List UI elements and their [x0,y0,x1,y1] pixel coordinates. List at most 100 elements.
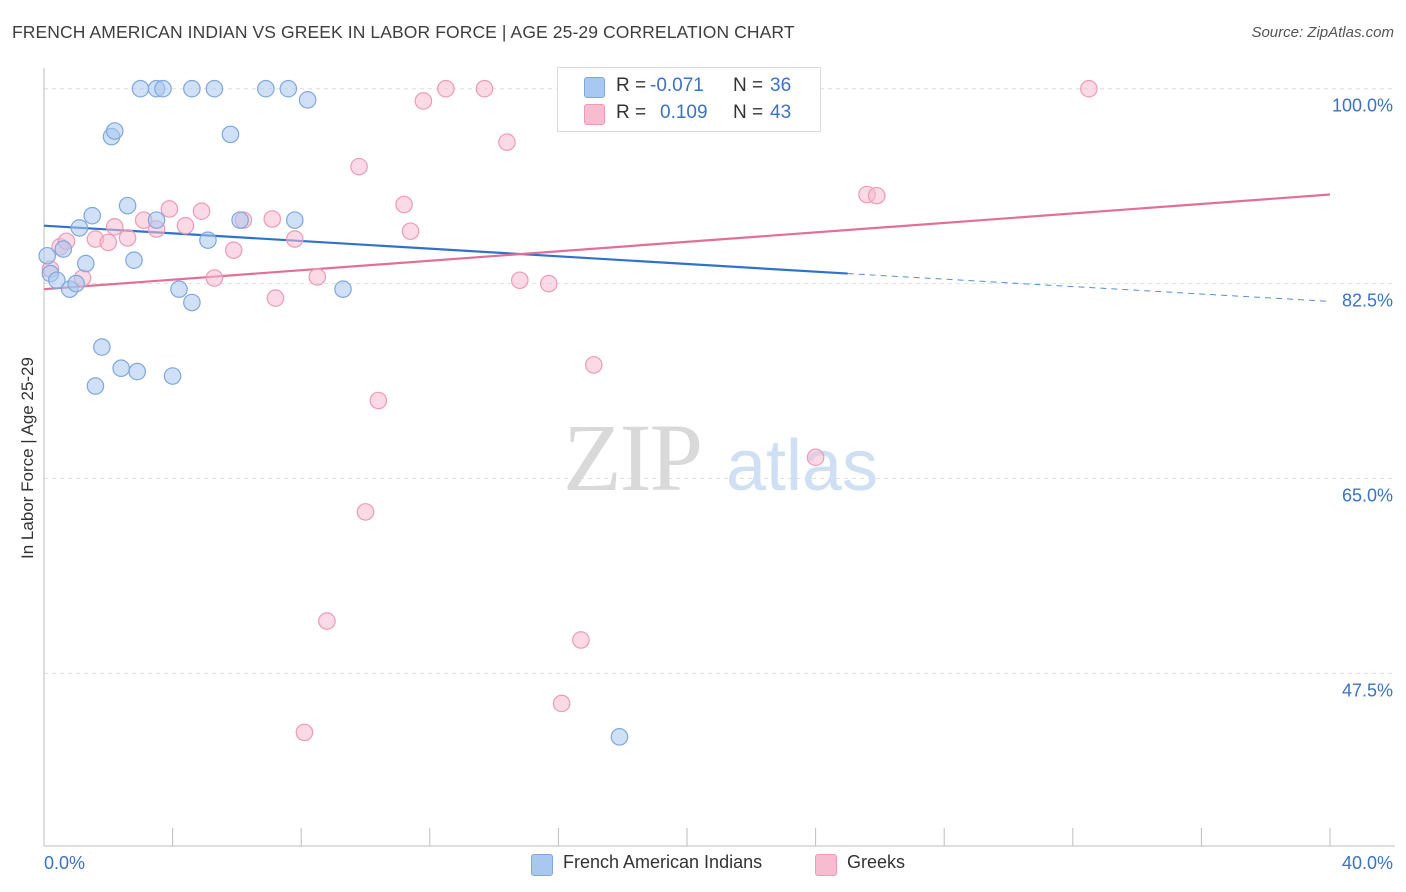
data-point-pink [401,222,420,241]
data-point-pink [266,289,285,307]
data-point-pink [867,186,886,205]
data-point-pink [176,216,195,235]
data-point-pink [1080,79,1098,98]
data-point-blue [83,206,102,225]
legend-r-label: R = [616,102,647,123]
data-point-blue [86,377,105,395]
legend-r-label: R = [616,75,647,96]
y-tick-label: 47.5% [1342,680,1393,700]
data-point-blue [221,125,240,144]
data-point-blue [147,211,166,229]
data-point-blue [183,293,201,312]
data-point-blue [76,254,95,273]
bottom-legend-label: French American Indians [563,852,763,872]
y-axis-label: In Labor Force | Age 25-29 [18,357,37,559]
data-point-pink [192,202,211,221]
data-point-blue [170,280,188,298]
legend-r-value: -0.071 [650,75,704,96]
data-point-blue [231,211,249,229]
data-points [38,79,1098,746]
data-point-pink [584,356,603,374]
data-point-pink [395,195,413,214]
x-tick-label: 40.0% [1342,853,1393,873]
legend-swatch-blue [584,77,605,98]
trend-line-pink [43,193,1331,291]
trend-lines [43,193,1331,302]
data-point-blue [205,79,224,98]
data-point-pink [511,271,529,290]
source-label: Source: ZipAtlas.com [1251,24,1394,41]
data-point-blue [285,211,304,229]
legend-n-value: 36 [770,75,792,96]
data-point-pink [369,391,388,410]
trend-line-extension-blue [847,273,1331,302]
correlation-legend: R = -0.071 N = 36 R = 0.109 N = 43 [557,67,821,132]
data-point-pink [105,218,124,236]
data-point-blue [70,219,89,237]
trend-line-blue [43,224,848,275]
data-point-blue [112,359,130,378]
chart-title: FRENCH AMERICAN INDIAN VS GREEK IN LABOR… [12,22,795,42]
data-point-blue [93,338,111,356]
gridlines [44,88,1395,674]
watermark-atlas: atlas [726,426,878,506]
data-point-blue [610,728,629,746]
data-point-pink [308,268,327,286]
data-point-blue [131,79,150,98]
watermark: ZIP atlas [563,404,878,511]
data-point-pink [205,269,224,287]
data-point-pink [552,694,571,713]
y-tick-label: 82.5% [1342,291,1393,311]
data-point-blue [199,231,217,249]
data-point-pink [118,229,137,247]
legend-row-french-american-indians: R = -0.071 N = 36 [558,73,820,101]
data-point-blue [279,79,298,98]
data-point-blue [54,240,73,258]
legend-n-value: 43 [770,102,792,123]
bottom-legend-swatch-blue [531,854,553,876]
data-point-pink [263,210,282,228]
data-point-blue [48,271,66,290]
x-tick-label: 0.0% [44,853,85,873]
legend-r-value: 0.109 [660,102,708,123]
data-point-pink [414,92,433,110]
data-point-pink [806,448,825,467]
legend-n-label: N = [733,75,764,96]
data-point-blue [298,91,317,109]
data-point-pink [99,233,118,252]
data-point-blue [128,362,147,381]
data-point-pink [224,241,243,259]
data-point-blue [163,367,182,385]
watermark-zip: ZIP [563,404,701,511]
data-point-blue [183,79,201,98]
legend-swatch-pink [584,104,605,125]
data-point-blue [257,79,275,98]
data-point-pink [437,79,455,98]
data-point-pink [160,200,179,218]
data-point-pink [356,503,375,521]
data-point-pink [295,723,314,742]
legend-n-label: N = [733,102,764,123]
data-point-pink [498,133,516,151]
axes [43,68,1395,847]
tick-labels: 100.0% 82.5% 65.0% 47.5% 0.0% 40.0% [44,96,1393,873]
data-point-blue [334,280,352,298]
legend-row-greeks: R = 0.109 N = 43 [558,100,820,128]
bottom-legend-swatch-pink [815,854,837,876]
y-tick-label: 65.0% [1342,485,1393,505]
data-point-blue [118,196,137,215]
y-tick-label: 100.0% [1332,96,1393,116]
data-point-blue [105,122,124,140]
data-point-pink [572,631,590,649]
data-point-blue [38,246,57,265]
data-point-pink [539,274,558,293]
data-point-blue [67,274,85,293]
data-point-pink [318,612,336,630]
bottom-legend-label: Greeks [847,852,906,872]
data-point-blue [154,79,172,98]
data-point-pink [475,79,494,98]
data-point-pink [285,230,304,248]
data-point-blue [125,251,143,270]
data-point-pink [350,157,368,176]
